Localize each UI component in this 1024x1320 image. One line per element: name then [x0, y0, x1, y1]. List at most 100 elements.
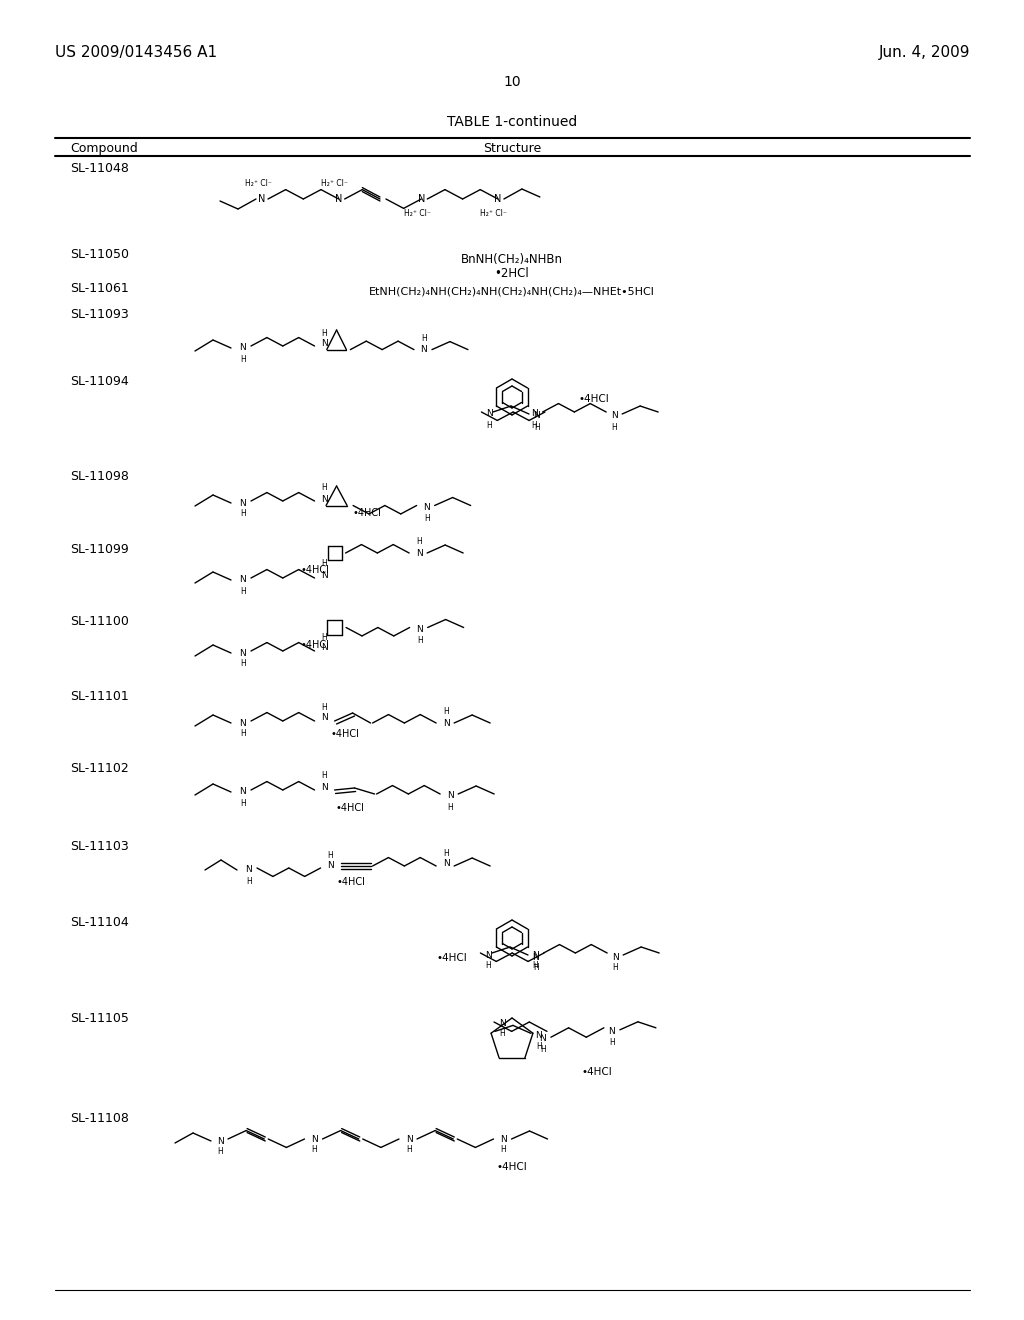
Text: SL-11102: SL-11102 [70, 762, 129, 775]
Text: SL-11098: SL-11098 [70, 470, 129, 483]
Text: N: N [534, 412, 541, 421]
Text: N: N [406, 1134, 413, 1143]
Text: Jun. 4, 2009: Jun. 4, 2009 [879, 45, 970, 59]
Text: N: N [322, 783, 328, 792]
Text: H: H [322, 329, 328, 338]
Text: SL-11105: SL-11105 [70, 1012, 129, 1026]
Text: H₂⁺ Cl⁻: H₂⁺ Cl⁻ [480, 210, 507, 219]
Text: N: N [418, 194, 425, 205]
Text: H: H [609, 1039, 614, 1047]
Text: N: N [536, 1031, 543, 1040]
Text: H: H [531, 421, 538, 429]
Text: H: H [311, 1146, 317, 1155]
Text: H: H [421, 334, 427, 343]
Text: N: N [417, 624, 423, 634]
Text: H: H [417, 537, 422, 546]
Text: H: H [424, 513, 429, 523]
Text: N: N [311, 1134, 317, 1143]
Text: N: N [446, 792, 454, 800]
Text: H: H [240, 660, 246, 668]
Text: 10: 10 [503, 75, 521, 88]
Text: •4HCl: •4HCl [300, 640, 329, 649]
Text: SL-11099: SL-11099 [70, 543, 129, 556]
Text: H: H [534, 964, 539, 973]
Text: SL-11101: SL-11101 [70, 690, 129, 704]
Text: N: N [328, 862, 334, 870]
Text: BnNH(CH₂)₄NHBn: BnNH(CH₂)₄NHBn [461, 253, 563, 267]
Text: Compound: Compound [70, 143, 138, 154]
Text: H: H [407, 1146, 412, 1155]
Text: •4HCl: •4HCl [336, 876, 365, 887]
Text: H: H [612, 964, 618, 973]
Text: H: H [240, 730, 246, 738]
Text: N: N [532, 953, 540, 961]
Text: •4HCl: •4HCl [300, 565, 329, 576]
Text: N: N [610, 412, 617, 421]
Text: N: N [495, 194, 502, 205]
Text: N: N [322, 714, 328, 722]
Text: N: N [416, 549, 423, 557]
Text: H: H [486, 421, 493, 429]
Text: H: H [417, 636, 423, 645]
Text: Structure: Structure [483, 143, 541, 154]
Text: N: N [486, 409, 493, 418]
Text: N: N [322, 644, 328, 652]
Text: H₂⁺ Cl⁻: H₂⁺ Cl⁻ [322, 180, 348, 189]
Text: H: H [611, 422, 617, 432]
Text: H: H [535, 422, 540, 432]
Text: SL-11103: SL-11103 [70, 840, 129, 853]
Text: N: N [240, 788, 247, 796]
Text: SL-11094: SL-11094 [70, 375, 129, 388]
Text: H: H [322, 632, 328, 642]
Text: N: N [423, 503, 430, 512]
Text: H: H [499, 1030, 505, 1039]
Text: H: H [537, 1041, 542, 1051]
Text: •4HCl: •4HCl [497, 1162, 527, 1172]
Text: •2HCl: •2HCl [495, 267, 529, 280]
Text: SL-11093: SL-11093 [70, 308, 129, 321]
Text: N: N [240, 343, 247, 352]
Text: SL-11048: SL-11048 [70, 162, 129, 176]
Text: N: N [240, 648, 247, 657]
Text: H: H [217, 1147, 223, 1156]
Text: •4HCl: •4HCl [436, 953, 467, 964]
Text: N: N [240, 499, 247, 507]
Text: H: H [443, 849, 449, 858]
Text: •4HCl: •4HCl [579, 393, 609, 404]
Text: N: N [611, 953, 618, 961]
Text: SL-11061: SL-11061 [70, 282, 129, 294]
Text: H: H [322, 702, 328, 711]
Text: H: H [240, 586, 246, 595]
Text: H₂⁺ Cl⁻: H₂⁺ Cl⁻ [245, 180, 271, 189]
Text: N: N [499, 1019, 506, 1027]
Text: •4HCl: •4HCl [335, 803, 364, 813]
Text: H₂⁺ Cl⁻: H₂⁺ Cl⁻ [403, 210, 431, 219]
Text: N: N [608, 1027, 615, 1036]
Text: H: H [443, 708, 449, 717]
Text: N: N [246, 866, 252, 874]
Text: N: N [532, 950, 539, 960]
Text: N: N [421, 345, 427, 354]
Text: H: H [246, 876, 252, 886]
Text: N: N [335, 194, 342, 205]
Text: H: H [322, 560, 328, 569]
Text: N: N [258, 194, 265, 205]
Text: •4HCl: •4HCl [330, 729, 359, 739]
Text: H: H [540, 1044, 546, 1053]
Text: N: N [240, 718, 247, 727]
Text: H: H [240, 510, 246, 519]
Text: SL-11108: SL-11108 [70, 1111, 129, 1125]
Text: N: N [322, 495, 328, 503]
Text: N: N [322, 339, 328, 348]
Text: SL-11104: SL-11104 [70, 916, 129, 929]
Text: N: N [442, 718, 450, 727]
Text: N: N [531, 409, 538, 418]
Text: N: N [540, 1034, 546, 1043]
Text: SL-11100: SL-11100 [70, 615, 129, 628]
Text: N: N [322, 570, 328, 579]
Text: TABLE 1-continued: TABLE 1-continued [446, 115, 578, 129]
Text: H: H [485, 961, 492, 970]
Text: US 2009/0143456 A1: US 2009/0143456 A1 [55, 45, 217, 59]
Text: H: H [240, 355, 246, 363]
Text: H: H [322, 771, 328, 780]
